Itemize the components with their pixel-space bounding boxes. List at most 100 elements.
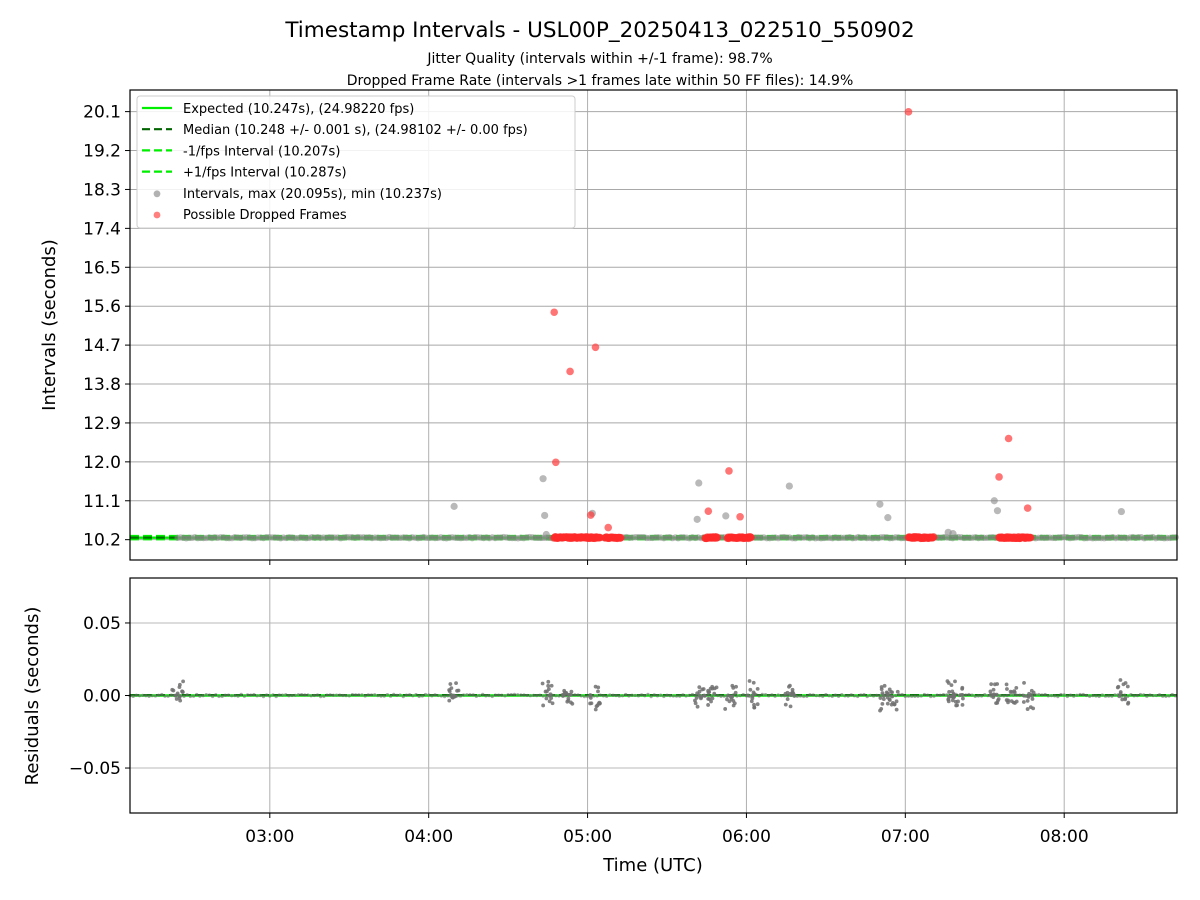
residual-point bbox=[544, 693, 548, 697]
residual-point bbox=[195, 692, 199, 697]
residual-point bbox=[747, 679, 752, 683]
residual-point bbox=[436, 693, 440, 698]
residual-point bbox=[484, 694, 488, 698]
residual-point bbox=[889, 689, 893, 694]
residuals-points bbox=[128, 678, 1178, 713]
residual-point bbox=[754, 692, 758, 697]
residual-point bbox=[1157, 693, 1162, 697]
residual-point bbox=[306, 693, 310, 697]
interval-point bbox=[990, 497, 998, 505]
residual-point bbox=[290, 693, 294, 698]
residual-point bbox=[949, 683, 954, 687]
residual-point bbox=[964, 693, 968, 697]
residual-point bbox=[879, 685, 884, 689]
residual-point bbox=[852, 694, 857, 698]
residual-point bbox=[550, 701, 555, 706]
residual-point bbox=[531, 693, 536, 697]
residual-point bbox=[891, 695, 895, 699]
residual-point bbox=[1118, 678, 1123, 682]
legend-label: Expected (10.247s), (24.98220 fps) bbox=[183, 102, 414, 117]
residual-point bbox=[198, 694, 202, 698]
residual-point bbox=[770, 693, 774, 697]
residual-point bbox=[546, 683, 551, 688]
residual-point bbox=[1148, 693, 1152, 697]
residual-point bbox=[960, 693, 965, 697]
residual-point bbox=[707, 697, 712, 701]
residual-point bbox=[693, 701, 698, 706]
dropped-frame-point bbox=[1026, 533, 1035, 542]
legend-marker bbox=[153, 190, 161, 198]
residual-point bbox=[576, 693, 580, 697]
residual-point bbox=[1142, 693, 1146, 697]
residual-point bbox=[462, 693, 466, 697]
residual-point bbox=[392, 692, 396, 696]
residual-point bbox=[1135, 694, 1139, 698]
residual-point bbox=[824, 693, 828, 697]
interval-point bbox=[1117, 507, 1125, 516]
residual-point bbox=[350, 692, 355, 697]
residual-point bbox=[1097, 694, 1101, 699]
y-tick-label-top: 20.1 bbox=[83, 103, 121, 123]
residual-point bbox=[633, 693, 637, 698]
y-tick-label-top: 18.3 bbox=[83, 180, 121, 200]
residual-point bbox=[503, 694, 507, 698]
residual-point bbox=[787, 684, 791, 689]
residual-point bbox=[881, 692, 885, 697]
residual-point bbox=[1170, 692, 1174, 697]
residual-point bbox=[880, 701, 885, 706]
dropped-frame-point bbox=[604, 523, 613, 532]
residual-point bbox=[790, 687, 795, 692]
residual-point bbox=[630, 693, 634, 697]
residual-point bbox=[605, 694, 609, 698]
residual-point bbox=[1110, 694, 1114, 698]
residual-point bbox=[643, 694, 647, 698]
dropped-frame-point bbox=[586, 511, 595, 519]
residual-point bbox=[182, 694, 186, 698]
residual-point bbox=[805, 694, 809, 698]
residual-point bbox=[1053, 694, 1057, 698]
residual-point bbox=[1011, 693, 1015, 697]
residual-point bbox=[411, 694, 415, 698]
residual-point bbox=[1008, 689, 1013, 694]
residual-point bbox=[814, 694, 818, 698]
residual-point bbox=[1021, 700, 1026, 704]
residual-point bbox=[131, 694, 135, 699]
residual-point bbox=[817, 694, 822, 698]
residual-point bbox=[360, 693, 364, 697]
residual-point bbox=[1123, 681, 1128, 685]
residual-point bbox=[646, 692, 650, 696]
residual-point bbox=[487, 693, 491, 698]
residual-point bbox=[1145, 694, 1149, 698]
residual-point bbox=[1129, 693, 1133, 697]
residual-point bbox=[843, 694, 847, 698]
dropped-frame-point bbox=[929, 533, 938, 541]
residual-point bbox=[201, 694, 205, 698]
residual-point bbox=[614, 693, 618, 698]
dropped-frame-point bbox=[725, 467, 733, 475]
residual-point bbox=[1027, 694, 1031, 698]
residual-point bbox=[1167, 694, 1171, 698]
residual-point bbox=[1126, 694, 1130, 699]
residual-point bbox=[1078, 692, 1082, 697]
residual-point bbox=[566, 696, 571, 701]
residual-point bbox=[700, 687, 705, 692]
legend-label: Possible Dropped Frames bbox=[183, 208, 347, 223]
residual-point bbox=[782, 694, 787, 698]
residual-point bbox=[427, 693, 431, 697]
residual-point bbox=[344, 693, 348, 698]
residual-point bbox=[172, 693, 177, 698]
dropped-frame-point bbox=[566, 367, 574, 376]
residual-point bbox=[954, 692, 958, 696]
residual-point bbox=[662, 694, 666, 699]
x-tick-label: 05:00 bbox=[563, 827, 612, 847]
residual-point bbox=[354, 693, 358, 697]
residual-point bbox=[535, 694, 539, 698]
residual-point bbox=[894, 694, 898, 698]
residual-point bbox=[957, 694, 961, 698]
legend-box bbox=[136, 95, 576, 229]
residual-point bbox=[496, 693, 501, 697]
residual-point bbox=[471, 693, 475, 697]
y-tick-label-bottom: 0.05 bbox=[83, 614, 121, 634]
residual-point bbox=[150, 694, 154, 698]
residual-point bbox=[546, 679, 551, 684]
